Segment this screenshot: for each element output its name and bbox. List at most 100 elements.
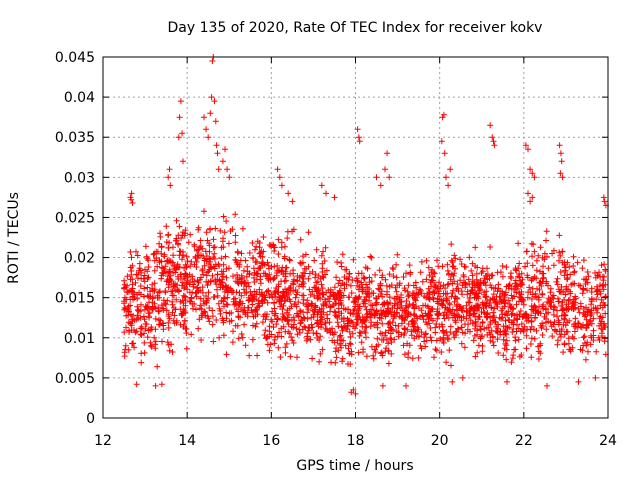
data-point <box>376 267 383 274</box>
data-point <box>557 269 564 275</box>
data-point <box>159 269 166 276</box>
data-point <box>274 262 281 269</box>
data-point <box>534 309 541 316</box>
data-point <box>433 337 440 344</box>
data-point <box>366 279 373 286</box>
data-point <box>445 270 452 277</box>
data-point <box>322 320 329 327</box>
data-point <box>513 289 520 296</box>
data-point <box>480 305 487 312</box>
data-point <box>601 198 608 205</box>
data-point <box>141 339 148 346</box>
data-point <box>355 295 362 302</box>
data-point <box>444 267 451 274</box>
data-point <box>318 324 324 331</box>
data-point <box>327 303 334 310</box>
data-point <box>371 322 378 329</box>
data-point <box>169 349 176 355</box>
data-point <box>350 256 357 263</box>
data-point <box>580 321 586 328</box>
data-point <box>236 261 243 268</box>
data-point <box>178 312 185 319</box>
data-point <box>588 301 595 308</box>
data-point <box>278 268 285 275</box>
data-point <box>414 324 421 331</box>
data-point <box>201 300 207 307</box>
data-point <box>391 295 398 302</box>
data-point <box>529 253 535 260</box>
data-point <box>323 267 330 274</box>
data-point <box>577 346 584 353</box>
data-point <box>382 276 389 283</box>
data-point <box>238 272 245 279</box>
data-point <box>347 282 354 289</box>
data-point <box>249 254 256 261</box>
data-point <box>389 264 396 271</box>
data-point <box>363 324 370 331</box>
data-point <box>436 279 442 286</box>
data-point <box>187 263 194 270</box>
data-point <box>499 263 506 269</box>
data-point <box>343 275 350 282</box>
data-point <box>132 279 139 286</box>
data-point <box>477 277 484 284</box>
data-point <box>444 261 451 268</box>
data-point <box>558 302 565 309</box>
data-point <box>364 310 371 317</box>
data-point <box>197 237 204 244</box>
data-point <box>491 305 498 312</box>
data-point <box>252 246 258 253</box>
data-point <box>434 295 441 302</box>
data-point <box>197 295 204 302</box>
data-point <box>165 174 172 181</box>
data-point <box>225 240 232 247</box>
data-point <box>196 305 203 312</box>
data-point <box>445 182 452 189</box>
data-point <box>160 307 167 313</box>
data-point <box>535 252 542 259</box>
data-point <box>588 334 595 341</box>
data-point <box>523 345 530 352</box>
data-point <box>121 329 128 336</box>
data-point <box>201 208 207 215</box>
data-point <box>186 289 193 296</box>
data-point <box>538 283 545 289</box>
data-point <box>382 313 389 320</box>
data-point <box>555 321 562 328</box>
data-point <box>478 270 485 276</box>
data-point <box>128 196 135 203</box>
data-point <box>310 311 317 318</box>
data-point <box>512 286 519 292</box>
data-point <box>488 304 495 311</box>
data-point <box>387 335 394 342</box>
data-point <box>176 252 183 259</box>
data-point <box>195 224 202 231</box>
data-point <box>288 334 295 340</box>
data-point <box>157 233 164 240</box>
data-point <box>449 306 456 313</box>
data-point <box>527 166 534 173</box>
data-point <box>338 310 345 317</box>
data-point <box>193 258 200 265</box>
data-point <box>491 142 498 149</box>
data-point <box>220 261 227 268</box>
data-point <box>425 264 432 271</box>
data-point <box>218 268 225 275</box>
data-point <box>587 341 594 348</box>
data-point <box>581 333 588 340</box>
data-point <box>354 301 361 308</box>
data-point <box>344 326 351 333</box>
data-point <box>312 284 319 291</box>
data-point <box>313 285 320 292</box>
data-point <box>144 334 151 341</box>
data-point <box>318 313 325 320</box>
data-point <box>558 326 565 333</box>
data-point <box>125 346 132 353</box>
data-point <box>567 271 574 278</box>
data-point <box>321 258 328 264</box>
data-point <box>399 307 406 314</box>
data-point <box>295 299 302 306</box>
data-point <box>539 332 546 338</box>
data-point <box>195 288 202 295</box>
